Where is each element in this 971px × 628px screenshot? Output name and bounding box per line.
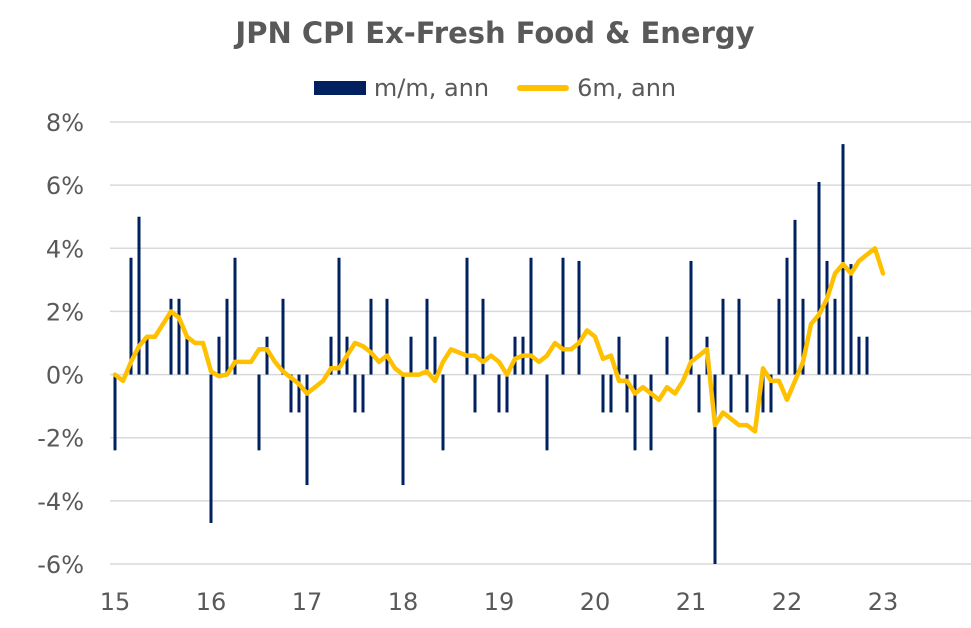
bar [697, 374, 701, 413]
chart-title: JPN CPI Ex-Fresh Food & Energy [235, 16, 755, 50]
y-tick-label: -4% [37, 488, 84, 516]
bar [409, 336, 413, 375]
bar [689, 260, 693, 375]
bar [625, 374, 629, 413]
legend-swatch-bars [313, 81, 366, 95]
bar [801, 298, 805, 375]
bar [785, 257, 789, 375]
bar [729, 374, 733, 413]
bar [329, 336, 333, 375]
bar [337, 257, 341, 375]
bar [441, 374, 445, 451]
bar [289, 374, 293, 413]
legend-item-line: 6m, ann [517, 74, 676, 102]
bar [505, 374, 509, 413]
bar [497, 374, 501, 413]
bar [361, 374, 365, 413]
bar [857, 336, 861, 375]
bar [513, 336, 517, 375]
x-tick-label: 21 [676, 588, 707, 616]
bar [561, 257, 565, 375]
chart-legend: m/m, ann 6m, ann [0, 74, 971, 102]
x-tick-label: 15 [100, 588, 131, 616]
bar [737, 298, 741, 375]
bar [137, 216, 141, 375]
y-tick-label: 6% [46, 172, 84, 200]
bar [169, 298, 173, 375]
bar [305, 374, 309, 486]
bar [793, 219, 797, 375]
bar [617, 336, 621, 375]
bar [665, 336, 669, 375]
bar [385, 298, 389, 375]
legend-item-bars: m/m, ann [313, 74, 490, 102]
bar [609, 374, 613, 413]
x-tick-label: 16 [196, 588, 227, 616]
bar [601, 374, 605, 413]
bar [545, 374, 549, 451]
bar [465, 257, 469, 375]
x-tick-label: 18 [388, 588, 419, 616]
bar [849, 264, 853, 375]
bar [209, 374, 213, 523]
bar [761, 374, 765, 413]
x-tick-label: 23 [868, 588, 899, 616]
bar [225, 298, 229, 375]
bar [177, 298, 181, 375]
bar [841, 144, 845, 375]
y-tick-label: 0% [46, 362, 84, 390]
series-line [112, 246, 886, 434]
bar [633, 374, 637, 451]
legend-swatch-line [517, 85, 570, 91]
y-tick-label: 2% [46, 298, 84, 326]
bar [865, 336, 869, 375]
bar [481, 298, 485, 375]
bar [433, 336, 437, 375]
bar [369, 298, 373, 375]
y-tick-label: 8% [46, 109, 84, 137]
bar [233, 257, 237, 375]
legend-label-line: 6m, ann [577, 74, 677, 102]
bar [113, 374, 117, 451]
bar [769, 374, 773, 413]
bar [185, 336, 189, 375]
bar [833, 298, 837, 375]
bar [721, 298, 725, 375]
bar [777, 298, 781, 375]
bar [353, 374, 357, 413]
y-tick-label: -2% [37, 425, 84, 453]
bar [145, 336, 149, 375]
bar [745, 374, 749, 413]
x-tick-label: 20 [580, 588, 611, 616]
legend-label-bars: m/m, ann [373, 74, 490, 102]
bar [297, 374, 301, 413]
bar [529, 257, 533, 375]
bar [401, 374, 405, 486]
bar [265, 336, 269, 375]
y-tick-label: 4% [46, 235, 84, 263]
x-tick-label: 22 [772, 588, 803, 616]
bar [825, 260, 829, 375]
bar [577, 260, 581, 375]
x-tick-label: 17 [292, 588, 323, 616]
bar [257, 374, 261, 451]
bar [713, 374, 717, 564]
bar [217, 336, 221, 375]
y-tick-label: -6% [37, 551, 84, 579]
bar [281, 298, 285, 375]
bar [473, 374, 477, 413]
bar [425, 298, 429, 375]
bar [649, 374, 653, 451]
bar [129, 257, 133, 375]
x-tick-label: 19 [484, 588, 515, 616]
bar [817, 181, 821, 375]
